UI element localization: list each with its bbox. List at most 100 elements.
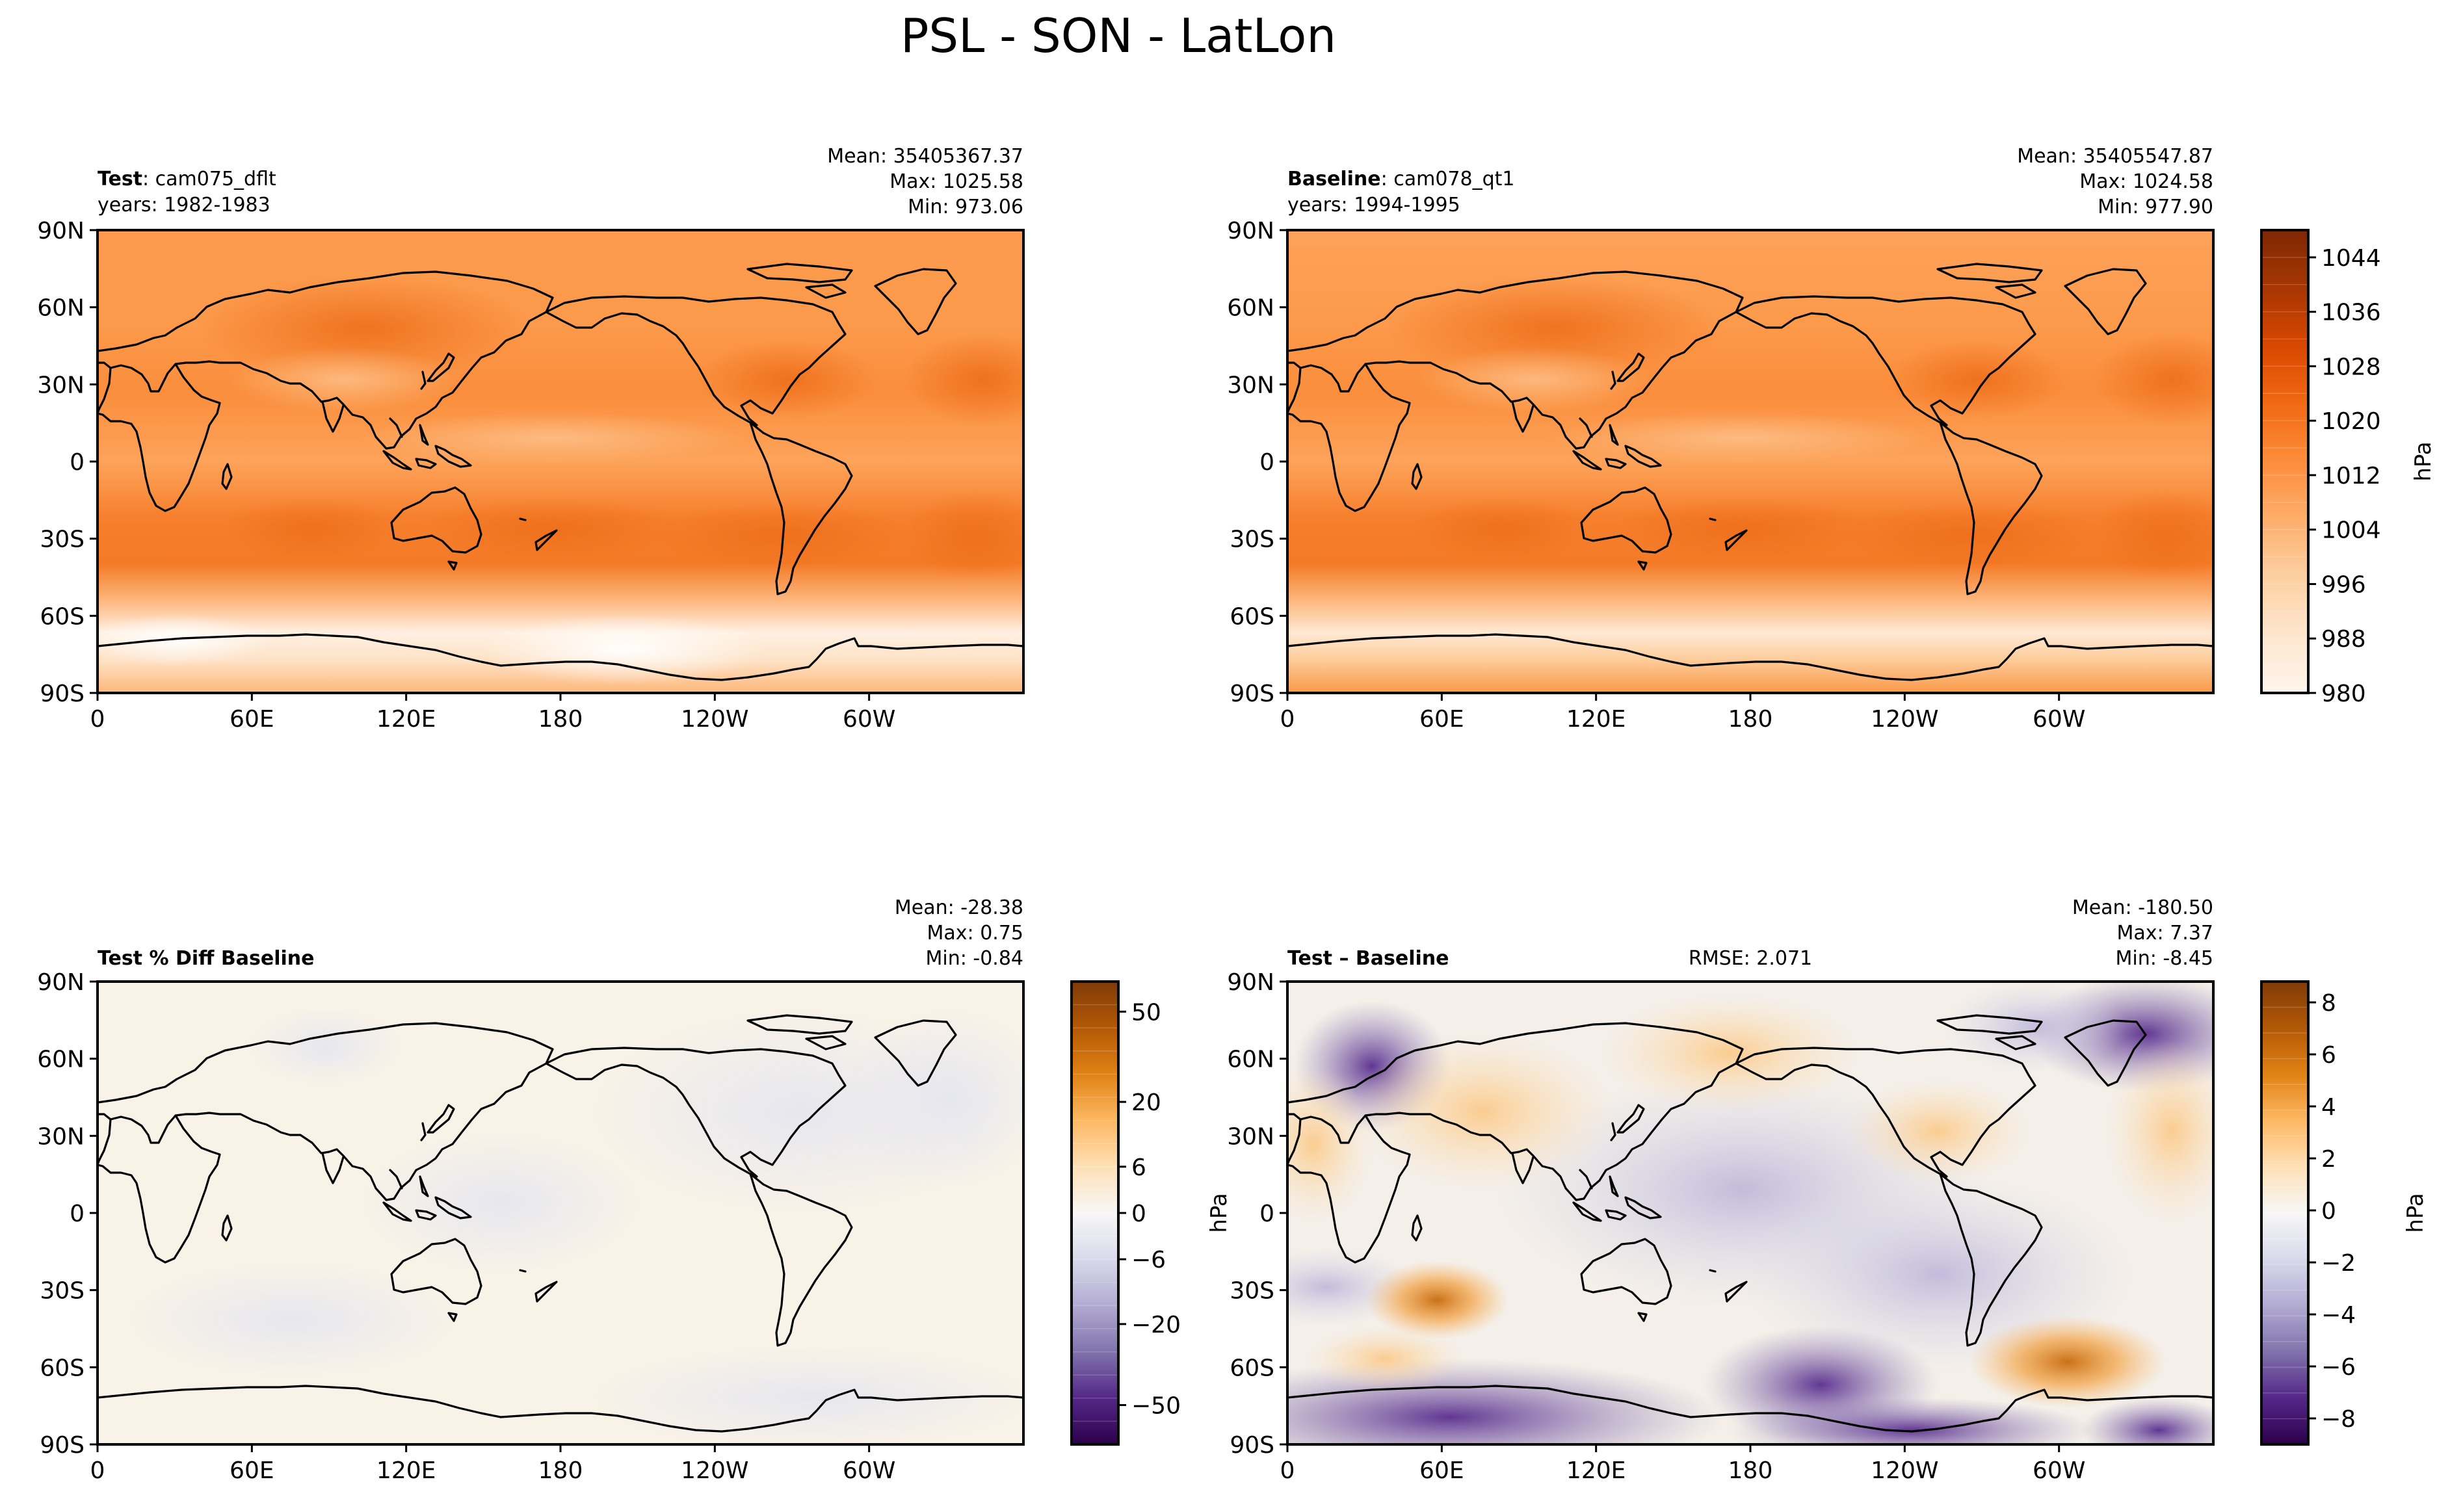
x-tick-label: 120W <box>1871 706 1938 733</box>
panel-test-stat-max: Max: 1025.58 <box>889 170 1023 193</box>
colorbar-tick-label: −6 <box>2321 1354 2356 1381</box>
x-tick-label: 120W <box>681 706 748 733</box>
colorbar-tick-label: 2 <box>2321 1146 2336 1173</box>
colorbar-tick-label: 8 <box>2321 990 2336 1017</box>
panel-baseline: Baseline: cam078_qt1 years: 1994-1995 Me… <box>1286 145 2215 694</box>
y-tick-label: 30S <box>1230 1278 1274 1305</box>
panel-test-label-rest: : cam075_dflt <box>142 168 276 190</box>
panel-baseline-stat-min: Min: 977.90 <box>2098 196 2213 218</box>
x-tick-label: 120E <box>376 706 436 733</box>
y-tick-label: 30S <box>1230 527 1274 553</box>
colorbar-diff: 8 6 4 2 0 −2 −4 −6 −8 hPa <box>2260 980 2429 1446</box>
svg-text:Test: cam075_dflt: Test: cam075_dflt <box>98 168 276 190</box>
y-tick-label: 90S <box>40 1432 85 1459</box>
panel-diff-map <box>1286 980 2215 1446</box>
panel-diff-label: Test – Baseline <box>1287 947 1449 970</box>
x-tick-label: 60E <box>230 706 274 733</box>
colorbar-tick-label: 0 <box>1131 1201 1146 1227</box>
y-tick-label: 90N <box>1227 969 1274 996</box>
colorbar-tick-label: 6 <box>1131 1154 1146 1181</box>
panel-diff-rmse: RMSE: 2.071 <box>1689 947 1812 970</box>
y-tick-label: 90S <box>1230 1432 1274 1459</box>
x-tick-label: 180 <box>1728 1457 1773 1484</box>
panel-diff: Test – Baseline RMSE: 2.071 Mean: -180.5… <box>1286 896 2215 1446</box>
panel-pctdiff-label: Test % Diff Baseline <box>98 947 315 970</box>
colorbar-tick-label: −4 <box>2321 1302 2356 1329</box>
x-tick-label: 60W <box>843 706 895 733</box>
x-tick-label: 120E <box>1566 1457 1626 1484</box>
panel-diff-stat-mean: Mean: -180.50 <box>2072 896 2213 919</box>
colorbar-tick-label: −2 <box>2321 1250 2356 1277</box>
panel-test-stat-mean: Mean: 35405367.37 <box>827 145 1023 168</box>
y-tick-label: 60S <box>40 1355 85 1381</box>
panel-test-years: years: 1982-1983 <box>98 194 270 216</box>
colorbar-tick-label: 1012 <box>2321 463 2381 489</box>
colorbar-tick-label: 20 <box>1131 1089 1161 1116</box>
x-tick-label: 120E <box>376 1457 436 1484</box>
panel-test-label-bold: Test <box>98 168 142 190</box>
panel-pctdiff-stat-min: Min: -0.84 <box>926 947 1024 970</box>
y-tick-label: 90N <box>37 218 85 244</box>
panel-test-stat-min: Min: 973.06 <box>908 196 1023 218</box>
y-tick-label: 30S <box>40 1278 85 1305</box>
y-tick-label: 60S <box>40 603 85 630</box>
x-tick-label: 0 <box>90 1457 105 1484</box>
x-tick-label: 60W <box>843 1457 895 1484</box>
panel-baseline-stat-max: Max: 1024.58 <box>2079 170 2213 193</box>
colorbar-top: 1044 1036 1028 1020 1012 1004 996 988 980 hPa <box>2260 229 2436 707</box>
panel-diff-stat-max: Max: 7.37 <box>2117 922 2213 945</box>
y-tick-label: 90N <box>1227 218 1274 244</box>
panel-baseline-stat-mean: Mean: 35405547.87 <box>2017 145 2213 168</box>
y-tick-label: 0 <box>70 449 85 476</box>
y-tick-label: 60N <box>37 1047 85 1073</box>
panel-diff-stat-min: Min: -8.45 <box>2116 947 2214 970</box>
panel-baseline-map <box>1286 229 2215 694</box>
x-tick-label: 60W <box>2033 706 2085 733</box>
panel-pctdiff-map <box>96 980 1025 1446</box>
svg-text:Baseline: cam078_qt1: Baseline: cam078_qt1 <box>1287 168 1515 190</box>
y-tick-label: 60N <box>1227 295 1274 322</box>
colorbar-tick-label: 1028 <box>2321 354 2381 380</box>
colorbar-tick-label: 996 <box>2321 571 2366 598</box>
figure-title: PSL - SON - LatLon <box>901 8 1336 63</box>
panel-baseline-label-bold: Baseline <box>1287 168 1381 190</box>
y-tick-label: 90S <box>1230 681 1274 707</box>
colorbar-tick-label: 6 <box>2321 1042 2336 1069</box>
x-tick-label: 60E <box>230 1457 274 1484</box>
colorbar-pctdiff-label: hPa <box>1206 1193 1232 1232</box>
x-tick-label: 0 <box>1280 706 1295 733</box>
colorbar-tick-label: 0 <box>2321 1198 2336 1225</box>
y-tick-label: 30N <box>1227 372 1274 398</box>
y-tick-label: 90S <box>40 681 85 707</box>
panel-pctdiff-stat-max: Max: 0.75 <box>927 922 1023 945</box>
panel-baseline-label-rest: : cam078_qt1 <box>1381 168 1515 190</box>
y-tick-label: 30S <box>40 527 85 553</box>
x-tick-label: 180 <box>1728 706 1773 733</box>
y-tick-label: 0 <box>1259 1201 1274 1227</box>
y-tick-label: 60S <box>1230 1355 1274 1381</box>
y-tick-label: 60S <box>1230 603 1274 630</box>
y-tick-label: 30N <box>37 1123 85 1150</box>
x-tick-label: 60E <box>1419 706 1464 733</box>
y-tick-label: 0 <box>1259 449 1274 476</box>
colorbar-tick-label: 980 <box>2321 681 2366 707</box>
colorbar-tick-label: −50 <box>1131 1392 1181 1419</box>
colorbar-pctdiff: 50 20 6 0 −6 −20 −50 hPa <box>1070 980 1232 1446</box>
colorbar-tick-label: −8 <box>2321 1406 2356 1433</box>
panel-pctdiff: Test % Diff Baseline Mean: -28.38 Max: 0… <box>96 896 1025 1446</box>
x-tick-label: 180 <box>538 1457 583 1484</box>
x-tick-label: 60E <box>1419 1457 1464 1484</box>
y-tick-label: 30N <box>37 372 85 398</box>
x-tick-label: 180 <box>538 706 583 733</box>
colorbar-tick-label: 1036 <box>2321 300 2381 326</box>
panel-pctdiff-stat-mean: Mean: -28.38 <box>895 896 1023 919</box>
x-tick-label: 120W <box>1871 1457 1938 1484</box>
panel-test: Test: cam075_dflt years: 1982-1983 Mean:… <box>96 145 1025 694</box>
y-tick-label: 90N <box>37 969 85 996</box>
colorbar-tick-label: 1020 <box>2321 408 2381 435</box>
y-tick-label: 60N <box>37 295 85 322</box>
y-tick-label: 30N <box>1227 1123 1274 1150</box>
colorbar-tick-label: −20 <box>1131 1312 1181 1338</box>
panel-baseline-years: years: 1994-1995 <box>1287 194 1460 216</box>
